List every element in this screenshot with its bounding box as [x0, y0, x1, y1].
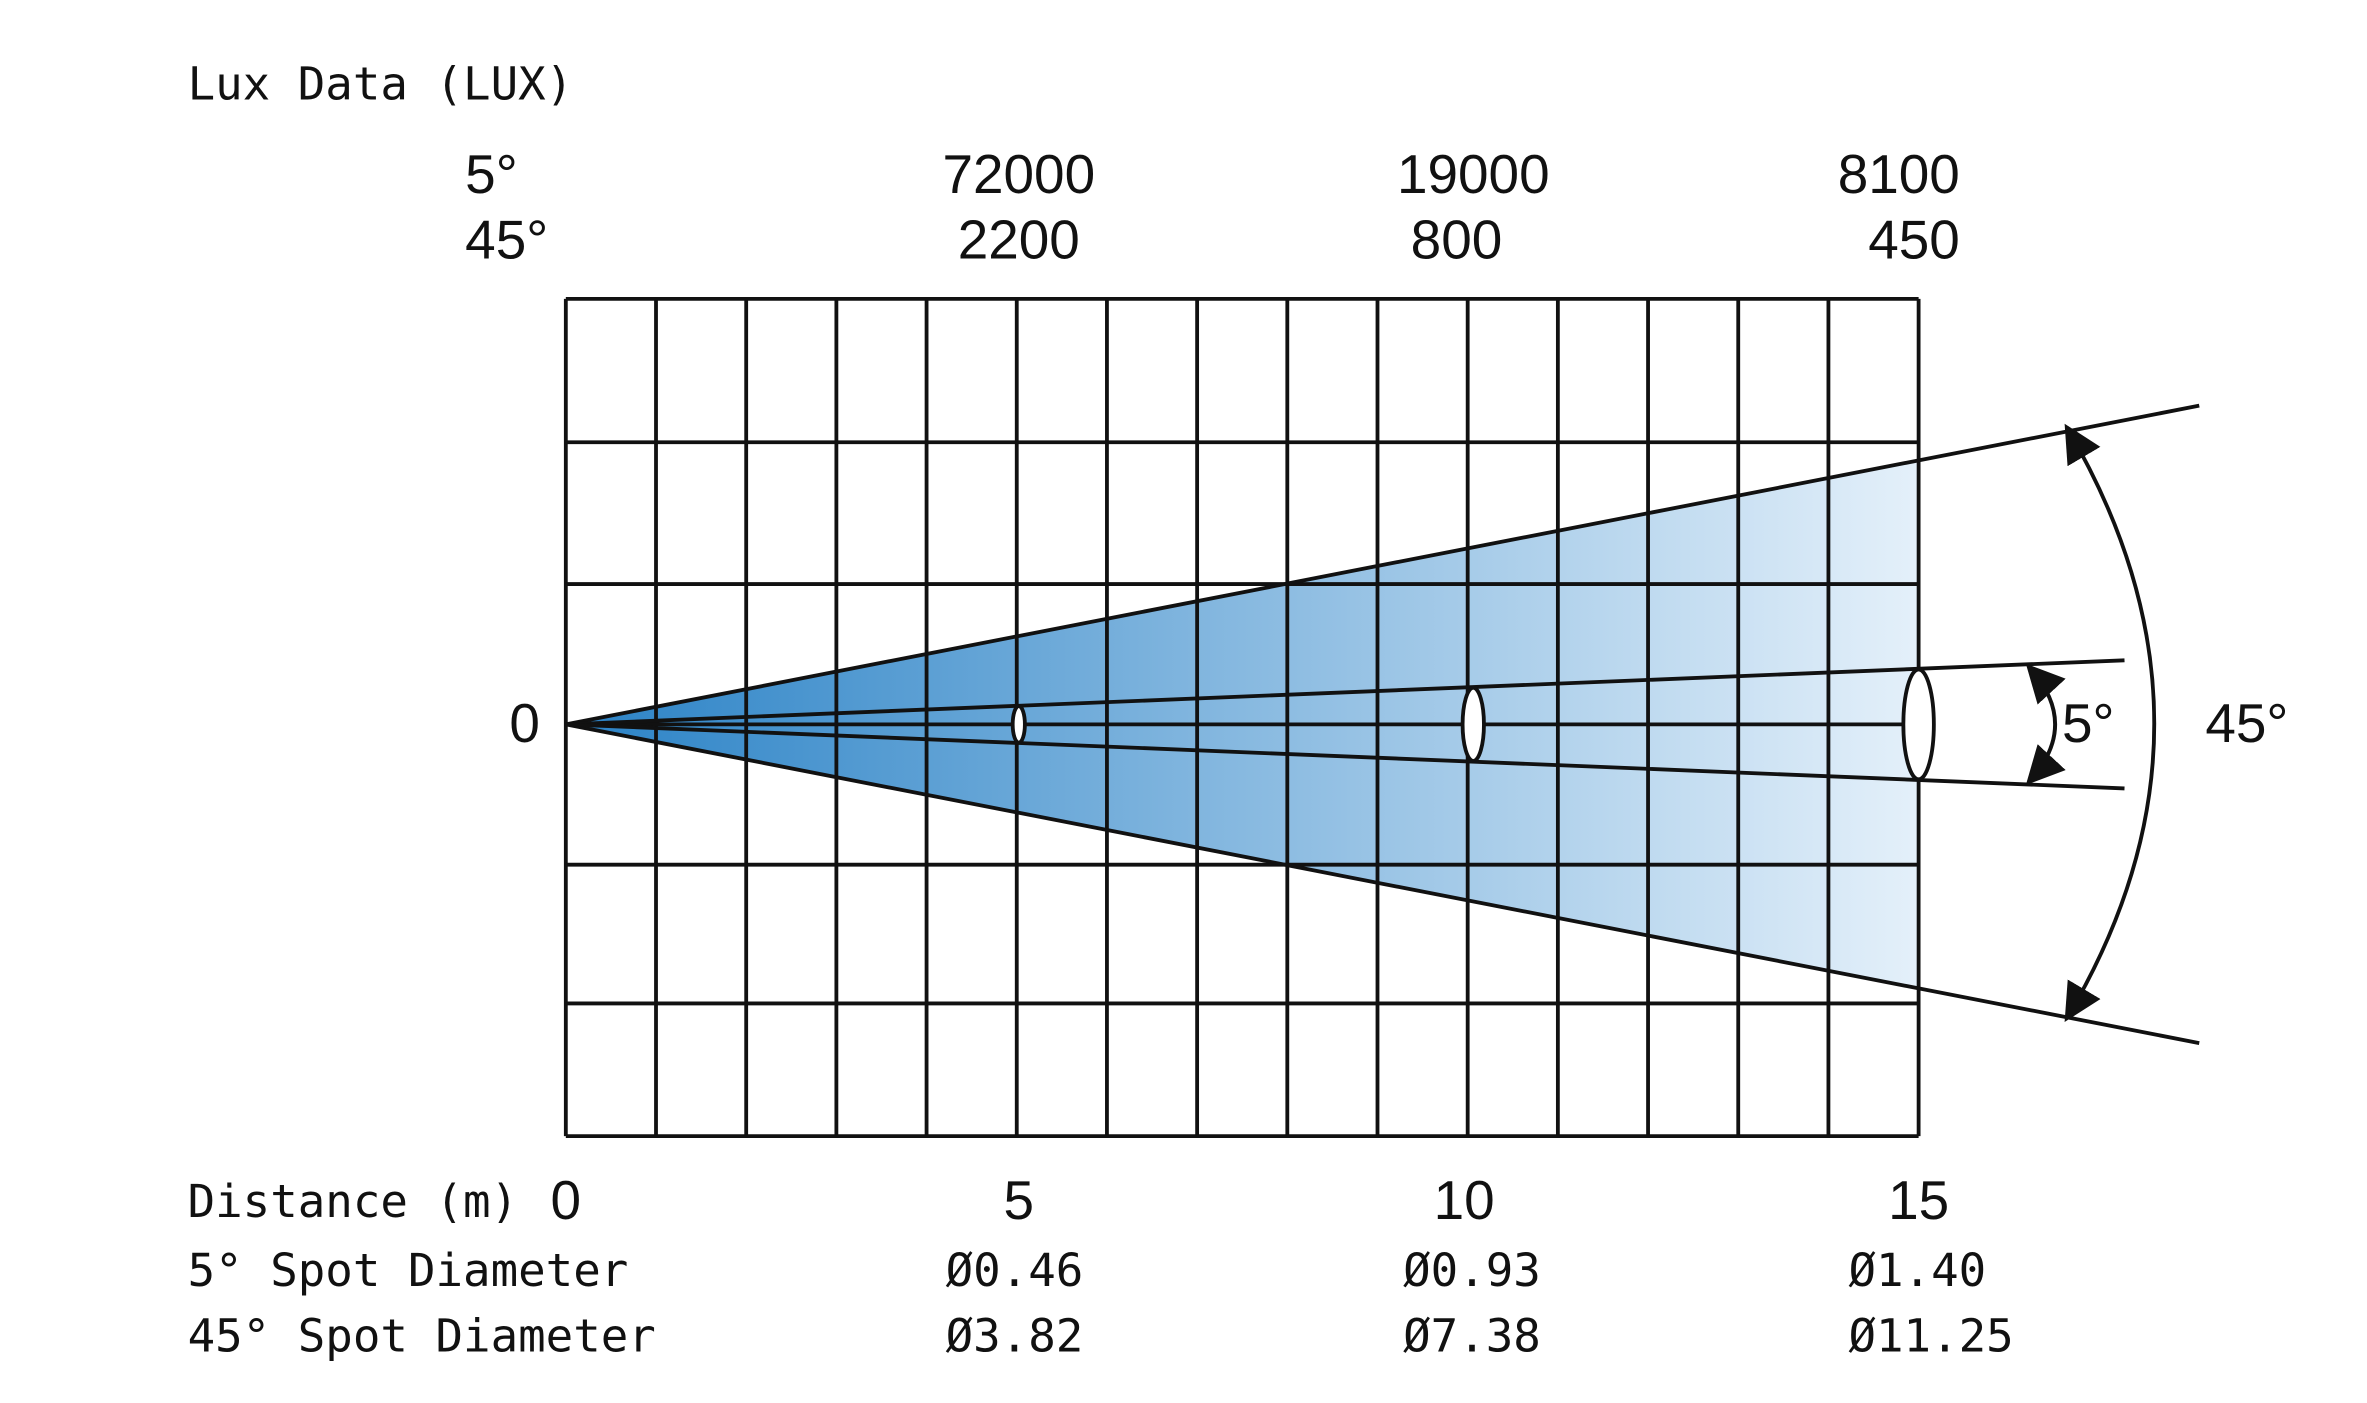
- spot-value: Ø1.40: [1848, 1244, 1986, 1297]
- distance-label: Distance (m): [188, 1175, 519, 1228]
- origin-label: 0: [509, 692, 540, 754]
- beam-label: 45°: [2205, 692, 2288, 754]
- lux-value: 2200: [958, 209, 1080, 271]
- distance-value: 5: [1004, 1169, 1035, 1231]
- distance-value: 10: [1434, 1169, 1495, 1231]
- spot-value: Ø11.25: [1848, 1309, 2013, 1362]
- distance-value: 15: [1888, 1169, 1949, 1231]
- spot-label: 5° Spot Diameter: [188, 1244, 629, 1297]
- distance-value: 0: [551, 1169, 582, 1231]
- grid: [563, 296, 1921, 1139]
- lux-value: 8100: [1838, 143, 1960, 205]
- lux-value: 800: [1411, 209, 1503, 271]
- spot-value: Ø3.82: [946, 1309, 1084, 1362]
- beam-lines: [565, 403, 2200, 1045]
- spot-value: Ø0.93: [1403, 1244, 1541, 1297]
- spot-label: 45° Spot Diameter: [188, 1309, 656, 1362]
- beam-label: 5°: [2062, 692, 2114, 754]
- lux-value: 450: [1868, 209, 1960, 271]
- lux-value: 72000: [942, 143, 1095, 205]
- spot-value: Ø0.46: [946, 1244, 1084, 1297]
- lux-angle: 5°: [465, 143, 517, 205]
- title: Lux Data (LUX): [188, 57, 574, 110]
- spot-value: Ø7.38: [1403, 1309, 1541, 1362]
- lux-angle: 45°: [465, 209, 548, 271]
- lux-value: 19000: [1397, 143, 1550, 205]
